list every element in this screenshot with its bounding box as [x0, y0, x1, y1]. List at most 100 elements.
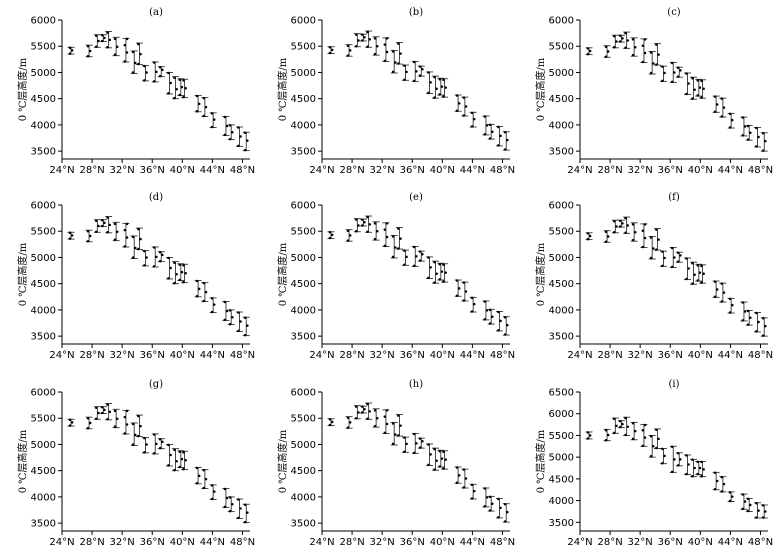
data-point	[94, 34, 98, 37]
data-point	[483, 133, 487, 136]
data-point	[663, 71, 666, 75]
data-point	[237, 126, 240, 129]
data-point	[68, 237, 72, 240]
data-point	[134, 61, 137, 65]
data-point	[679, 458, 682, 461]
data-point	[182, 79, 185, 82]
data-point	[679, 254, 682, 257]
y-tick-label: 3500	[549, 147, 574, 158]
data-point	[68, 418, 72, 422]
data-point	[442, 450, 445, 454]
data-point	[239, 507, 242, 510]
data-point	[213, 303, 216, 306]
data-point	[427, 276, 430, 280]
data-point	[125, 51, 129, 54]
y-tick-label: 5000	[31, 440, 56, 451]
data-point	[488, 137, 492, 140]
data-point	[210, 310, 214, 314]
data-point	[173, 281, 176, 285]
data-point	[394, 433, 397, 436]
data-point	[421, 253, 424, 256]
data-point	[702, 87, 705, 90]
y-axis-label: 0 ℃层高度/m	[534, 57, 547, 121]
data-point	[143, 451, 146, 454]
data-point	[588, 234, 592, 238]
data-point	[755, 126, 758, 130]
data-point	[228, 124, 232, 127]
data-point	[503, 502, 507, 506]
x-tick-label: 24°N	[309, 165, 334, 176]
data-point	[700, 460, 703, 464]
x-tick-label: 40°N	[430, 537, 455, 548]
data-point	[228, 322, 232, 326]
data-point	[612, 431, 616, 435]
data-point	[113, 409, 117, 413]
data-point	[399, 237, 402, 240]
data-point	[412, 245, 416, 249]
y-tick-label: 5500	[291, 42, 316, 53]
data-point	[328, 423, 332, 427]
data-point	[106, 231, 109, 234]
data-point	[108, 38, 111, 42]
data-point	[491, 315, 494, 318]
x-tick-label: 44°N	[200, 350, 225, 361]
data-point	[202, 281, 206, 285]
data-point	[621, 222, 624, 225]
data-point	[649, 256, 653, 260]
data-point	[676, 260, 680, 263]
x-tick-label: 28°N	[597, 165, 622, 176]
data-point	[746, 497, 750, 501]
x-tick-label: 40°N	[170, 350, 195, 361]
y-tick-label: 4000	[549, 120, 574, 131]
data-point	[115, 417, 119, 421]
data-point	[137, 247, 140, 251]
data-point	[700, 79, 703, 83]
data-point	[101, 33, 104, 37]
x-tick-label: 36°N	[400, 350, 425, 361]
data-point	[210, 112, 214, 115]
data-point	[586, 47, 590, 50]
data-point	[715, 103, 719, 106]
data-point	[178, 93, 181, 97]
axes-frame	[321, 392, 510, 532]
x-tick-label: 24°N	[49, 537, 74, 548]
x-tick-label: 28°N	[79, 350, 104, 361]
data-point	[442, 467, 445, 470]
data-point	[202, 486, 206, 490]
data-point	[462, 468, 466, 471]
y-tick-label: 6000	[31, 201, 56, 212]
data-point	[488, 308, 492, 312]
data-point	[383, 59, 387, 63]
data-point	[702, 468, 705, 471]
data-point	[397, 247, 400, 250]
x-tick-label: 44°N	[460, 350, 485, 361]
data-point	[202, 96, 206, 100]
data-point	[204, 477, 208, 481]
data-point	[755, 330, 758, 333]
data-point	[175, 459, 178, 463]
data-point	[691, 97, 694, 100]
data-point	[728, 126, 732, 129]
data-point	[615, 225, 618, 228]
data-point	[427, 91, 430, 95]
data-point	[243, 131, 247, 135]
data-point	[231, 502, 234, 506]
data-point	[761, 334, 765, 337]
y-tick-label: 4500	[549, 279, 574, 290]
data-point	[685, 92, 688, 96]
data-point	[131, 71, 135, 74]
x-tick-label: 32°N	[370, 165, 395, 176]
data-point	[764, 510, 767, 513]
data-point	[137, 434, 140, 438]
data-point	[741, 134, 745, 137]
data-point	[722, 291, 726, 294]
data-point	[213, 490, 216, 493]
data-point	[363, 36, 366, 39]
data-point	[470, 296, 474, 300]
x-tick-label: 32°N	[370, 537, 395, 548]
x-tick-label: 24°N	[49, 350, 74, 361]
data-point	[720, 97, 724, 100]
data-point	[631, 53, 635, 57]
data-point	[643, 423, 647, 427]
data-point	[455, 279, 459, 282]
